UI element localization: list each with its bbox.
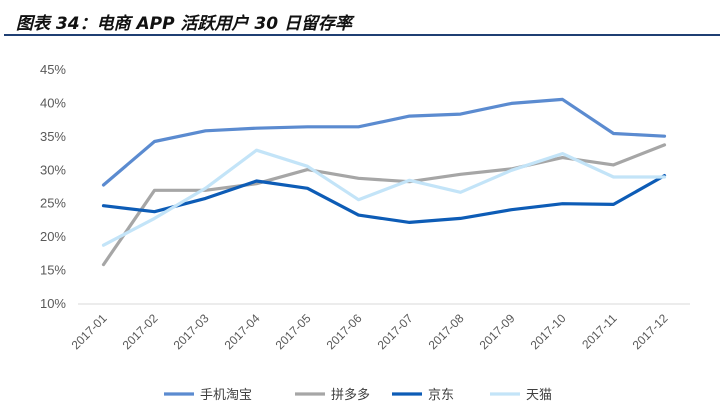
plot-area <box>101 97 667 267</box>
y-axis: 10% 15% 20% 25% 30% 35% 40% 45% <box>40 62 66 311</box>
legend-label: 京东 <box>428 388 454 403</box>
x-tick-label: 2017-11 <box>579 311 620 352</box>
y-tick-label: 45% <box>40 62 66 77</box>
series-line-1 <box>101 97 667 187</box>
legend-item: 拼多多 <box>295 387 370 403</box>
x-tick-label: 2017-03 <box>171 311 212 352</box>
x-tick-label: 2017-10 <box>528 311 569 352</box>
x-tick-label: 2017-09 <box>477 311 518 352</box>
x-tick-label: 2017-12 <box>630 311 671 352</box>
x-tick-label: 2017-05 <box>273 311 314 352</box>
figure-title-bar: 图表 34：电商 APP 活跃用户 30 日留存率 <box>4 6 720 36</box>
series-line-4 <box>101 148 667 247</box>
y-tick-label: 10% <box>40 296 66 311</box>
chart-title: 图表 34：电商 APP 活跃用户 30 日留存率 <box>16 14 352 34</box>
legend-label: 手机淘宝 <box>200 388 252 403</box>
x-tick-label: 2017-04 <box>222 311 263 352</box>
legend-label: 天猫 <box>526 388 552 403</box>
legend-item: 京东 <box>392 388 454 403</box>
legend: 手机淘宝 拼多多 京东 天猫 <box>164 387 552 403</box>
x-tick-label: 2017-08 <box>426 311 467 352</box>
y-tick-label: 35% <box>40 129 66 144</box>
x-axis: 2017-01 2017-02 2017-03 2017-04 2017-05 2017-… <box>69 303 690 352</box>
x-tick-label: 2017-02 <box>120 311 161 352</box>
legend-item: 天猫 <box>490 388 552 403</box>
x-tick-label: 2017-01 <box>69 311 110 352</box>
y-tick-label: 25% <box>40 196 66 211</box>
y-tick-label: 20% <box>40 229 66 244</box>
x-tick-label: 2017-07 <box>375 311 416 352</box>
series-line-3 <box>101 174 667 224</box>
legend-label: 拼多多 <box>331 387 370 403</box>
line-chart: 10%15%20%25%30%35%40%45% 2017-01 2017-02 2… <box>40 62 690 403</box>
y-tick-label: 40% <box>40 95 66 110</box>
legend-item: 手机淘宝 <box>164 388 252 403</box>
y-tick-label: 15% <box>40 263 66 278</box>
y-tick-label: 30% <box>40 162 66 177</box>
x-tick-label: 2017-06 <box>324 311 365 352</box>
